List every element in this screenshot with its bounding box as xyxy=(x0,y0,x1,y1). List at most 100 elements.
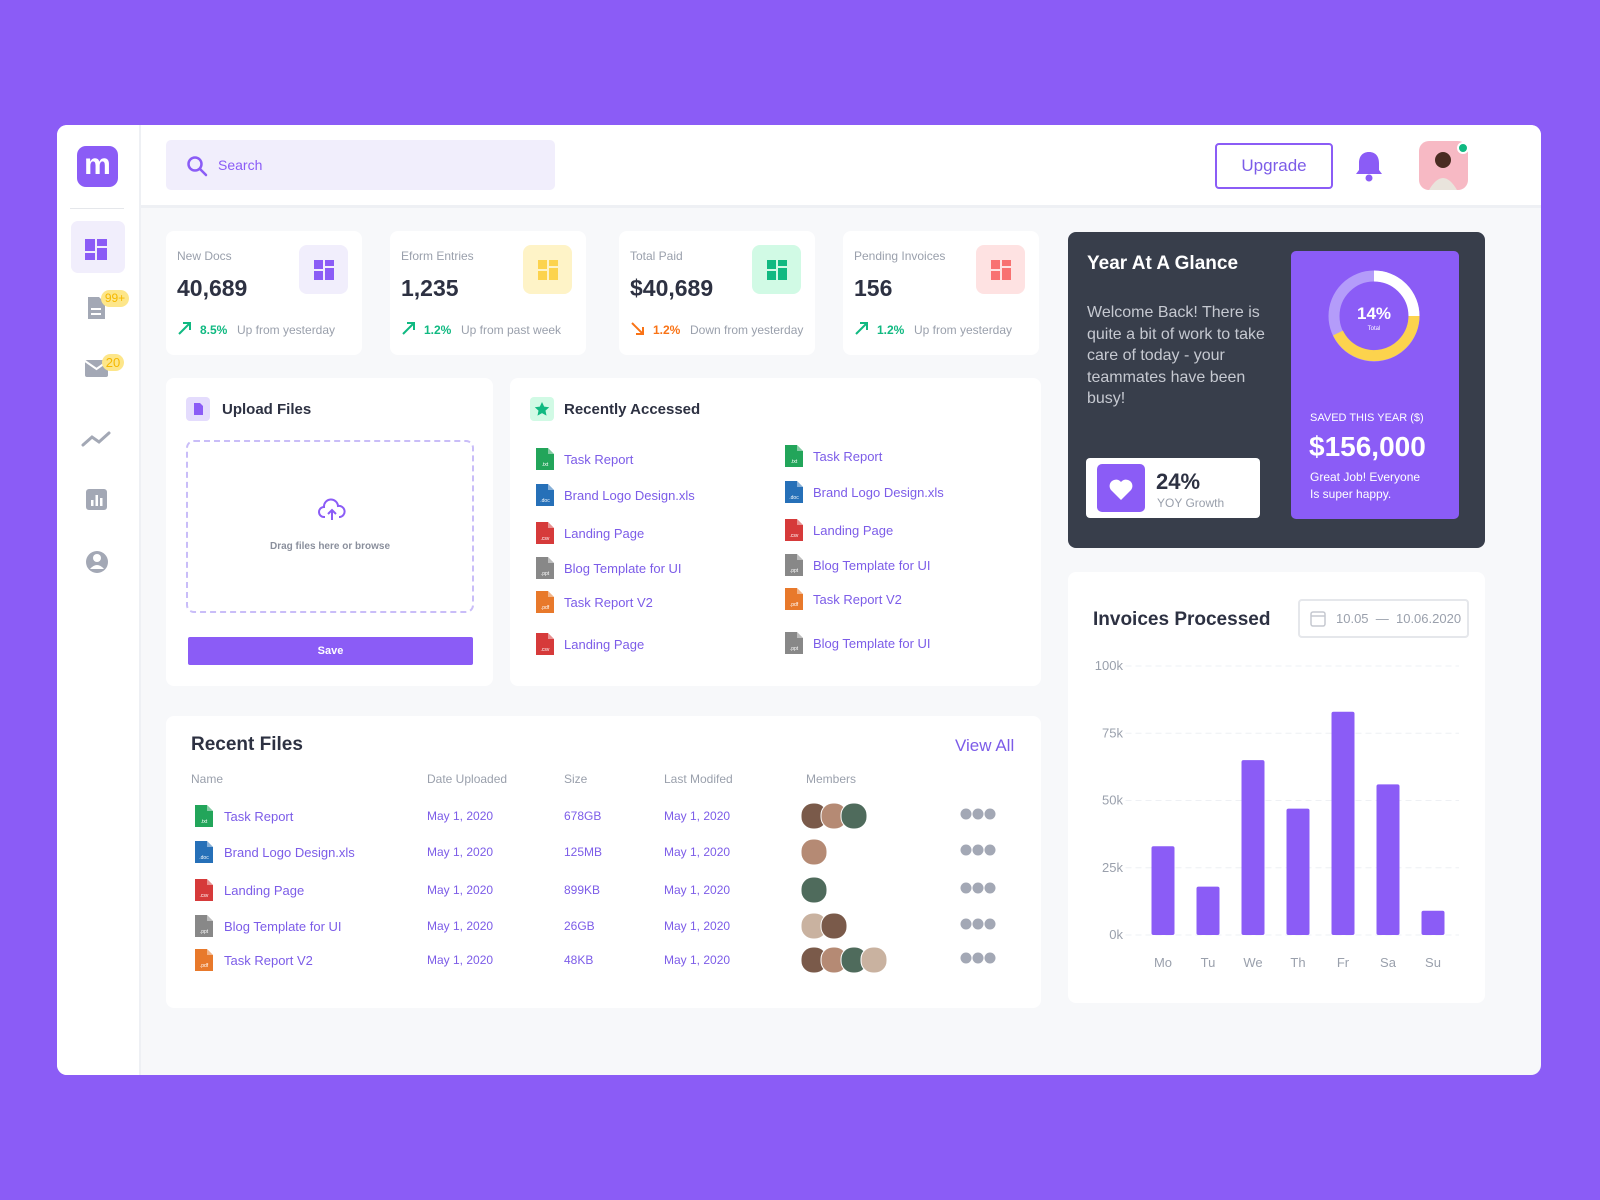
file-icon: .doc xyxy=(536,484,554,506)
logo[interactable]: m xyxy=(77,146,118,187)
icon-part xyxy=(1002,260,1011,266)
file-link[interactable]: Blog Template for UI xyxy=(224,919,342,934)
stat-value: 156 xyxy=(854,275,893,301)
calendar-icon xyxy=(1310,611,1326,627)
file-link[interactable]: Task Report V2 xyxy=(224,953,313,968)
dot xyxy=(960,918,972,930)
member-avatar xyxy=(840,802,867,830)
member-avatars xyxy=(801,912,847,940)
file-link[interactable]: Landing Page xyxy=(564,526,645,541)
file-shape xyxy=(785,519,803,541)
icon-part xyxy=(767,260,776,269)
docs-icon[interactable] xyxy=(88,297,105,319)
file-link[interactable]: Blog Template for UI xyxy=(564,561,682,576)
file-icon: .pdf xyxy=(785,588,803,610)
dot xyxy=(972,952,984,964)
drop-hint: Drag files here or browse xyxy=(269,541,391,552)
report-icon[interactable] xyxy=(86,489,107,510)
y-tick-label: 25k xyxy=(1102,860,1123,875)
column-header: Name xyxy=(191,772,224,786)
file-icon: .csv xyxy=(536,522,554,544)
file-shape xyxy=(195,915,213,937)
arrow xyxy=(631,322,644,335)
saved-message: Great Job! Everyone Is super happy. xyxy=(1310,470,1421,501)
file-link[interactable]: Landing Page xyxy=(813,523,894,538)
icon-part xyxy=(538,260,547,269)
file-link[interactable]: Task Report xyxy=(224,809,294,824)
search-box[interactable]: Search xyxy=(166,140,555,190)
icon-part xyxy=(1002,268,1011,280)
x-tick-label: We xyxy=(1243,955,1262,970)
stat-note: Up from past week xyxy=(461,323,562,337)
file-fold xyxy=(797,481,803,487)
file-shape xyxy=(536,557,554,579)
file-icon: .ppt xyxy=(536,557,554,579)
view-all-link[interactable]: View All xyxy=(955,736,1015,755)
member-avatars xyxy=(801,802,867,830)
dashboard-icon[interactable] xyxy=(85,239,107,260)
file-link[interactable]: Task Report V2 xyxy=(564,595,653,610)
drop-zone[interactable] xyxy=(186,440,474,613)
file-link[interactable]: Landing Page xyxy=(224,883,305,898)
icon-part xyxy=(991,271,1000,280)
column-header: Date Uploaded xyxy=(427,772,508,786)
profile-icon[interactable] xyxy=(86,551,108,573)
date-uploaded: May 1, 2020 xyxy=(427,809,494,823)
icon-part xyxy=(314,271,323,280)
file-shape xyxy=(536,633,554,655)
date-range: 10.05 — 10.06.2020 xyxy=(1336,611,1462,626)
dot xyxy=(984,844,996,856)
file-ext: .pdf xyxy=(790,602,799,608)
file-link[interactable]: Landing Page xyxy=(564,637,645,652)
recent-accessed-card xyxy=(510,378,1041,686)
nav-active[interactable] xyxy=(71,221,125,273)
more-menu[interactable] xyxy=(960,807,996,821)
more-menu[interactable] xyxy=(960,917,996,931)
file-fold xyxy=(207,915,213,921)
file-ext: .csv xyxy=(541,647,550,653)
member-avatars xyxy=(801,876,827,904)
file-link[interactable]: Blog Template for UI xyxy=(813,636,931,651)
last-modified: May 1, 2020 xyxy=(664,953,731,967)
upgrade-button[interactable]: Upgrade xyxy=(1215,143,1333,189)
stat-icon xyxy=(299,245,348,294)
date-picker[interactable]: 10.05 — 10.06.2020 xyxy=(1298,599,1469,638)
y-tick-label: 100k xyxy=(1095,658,1124,673)
saved-box xyxy=(1291,251,1459,519)
file-link[interactable]: Brand Logo Design.xls xyxy=(813,485,944,500)
file-link[interactable]: Brand Logo Design.xls xyxy=(224,845,355,860)
file-icon: .doc xyxy=(785,481,803,503)
more-menu[interactable] xyxy=(960,843,996,857)
divider xyxy=(70,208,124,209)
icon-part xyxy=(325,268,334,280)
bell-icon[interactable] xyxy=(1354,149,1384,183)
x-tick-label: Fr xyxy=(1337,955,1350,970)
file-ext: .pdf xyxy=(541,605,550,611)
more-menu[interactable] xyxy=(960,881,996,895)
file-link[interactable]: Task Report xyxy=(564,452,634,467)
trend-arrow xyxy=(402,322,415,335)
icon-bg xyxy=(976,245,1025,294)
stat-change: 8.5% xyxy=(200,323,228,337)
file-ext: .txt xyxy=(201,819,208,825)
file-link[interactable]: Brand Logo Design.xls xyxy=(564,488,695,503)
file-fold xyxy=(207,805,213,811)
dot xyxy=(972,844,984,856)
file-ext: .doc xyxy=(540,498,550,504)
date-uploaded: May 1, 2020 xyxy=(427,919,494,933)
file-link[interactable]: Blog Template for UI xyxy=(813,558,931,573)
save-button[interactable]: Save xyxy=(188,637,473,665)
file-link[interactable]: Task Report V2 xyxy=(813,592,902,607)
file-fold xyxy=(548,633,554,639)
icon-part xyxy=(325,260,334,266)
dot xyxy=(984,952,996,964)
recent-files-card xyxy=(166,716,1041,1008)
file-shape xyxy=(195,949,213,971)
file-fold xyxy=(548,557,554,563)
donut-value: 14% xyxy=(1356,304,1392,323)
file-ext: .doc xyxy=(789,495,799,501)
avatar[interactable] xyxy=(1418,140,1470,192)
file-link[interactable]: Task Report xyxy=(813,449,883,464)
more-menu[interactable] xyxy=(960,951,996,965)
analytics-icon[interactable] xyxy=(81,431,111,447)
